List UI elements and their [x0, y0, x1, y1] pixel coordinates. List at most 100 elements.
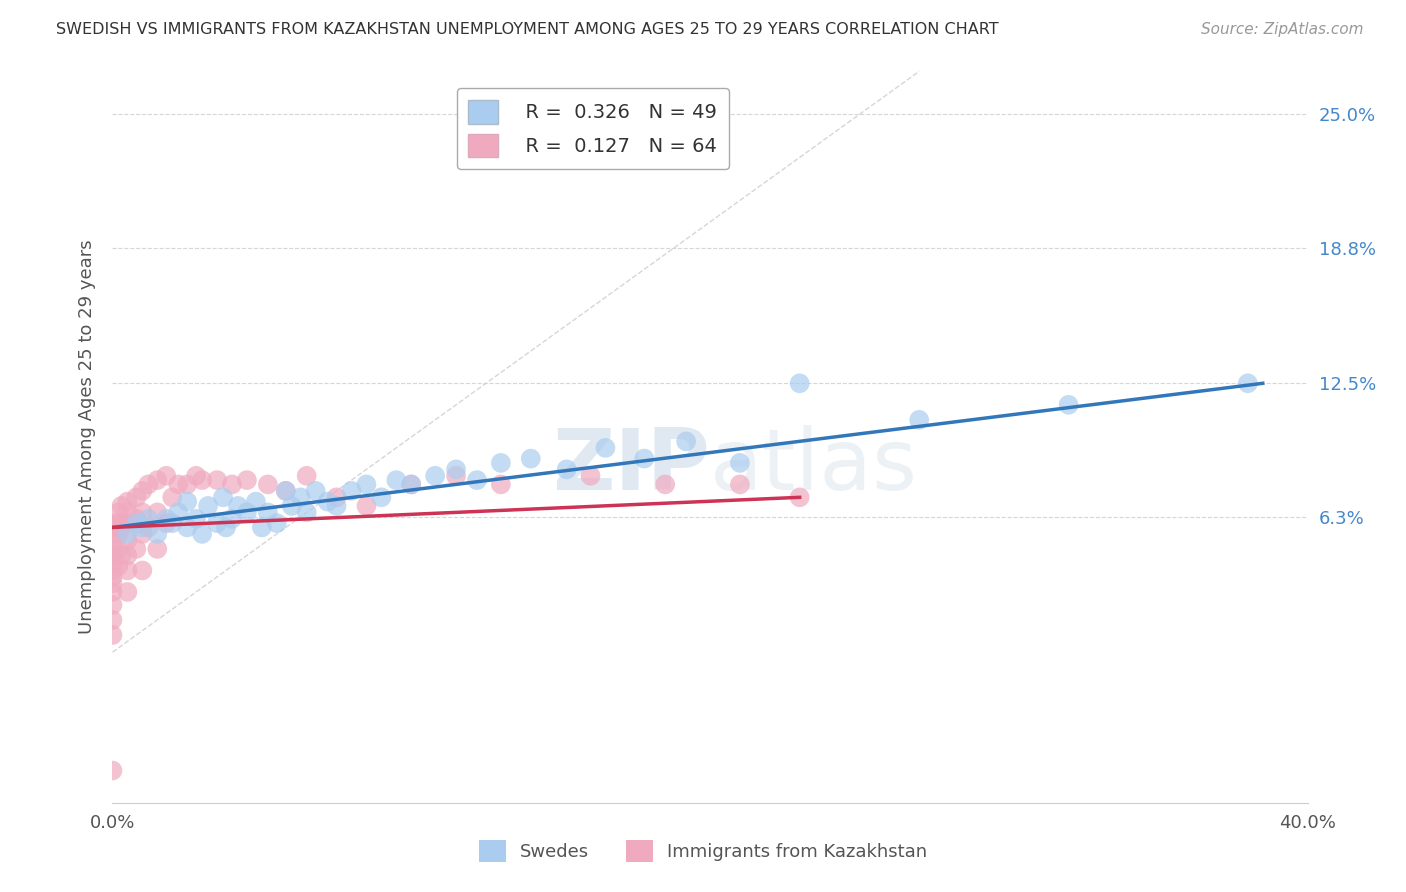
Point — [1237, 376, 1260, 391]
Point — [257, 505, 280, 519]
Point — [101, 555, 124, 569]
Point — [146, 541, 169, 556]
Point — [250, 520, 273, 534]
Point — [101, 570, 124, 584]
Point — [205, 473, 228, 487]
Point — [295, 468, 318, 483]
Point — [281, 499, 304, 513]
Point — [186, 512, 208, 526]
Text: SWEDISH VS IMMIGRANTS FROM KAZAKHSTAN UNEMPLOYMENT AMONG AGES 25 TO 29 YEARS COR: SWEDISH VS IMMIGRANTS FROM KAZAKHSTAN UN… — [56, 22, 998, 37]
Point — [146, 505, 169, 519]
Point — [107, 559, 129, 574]
Point — [236, 473, 259, 487]
Point — [444, 468, 467, 483]
Point — [789, 376, 811, 391]
Point — [101, 516, 124, 530]
Point — [131, 520, 153, 534]
Point — [131, 505, 153, 519]
Point — [226, 499, 249, 513]
Point — [117, 494, 139, 508]
Point — [176, 477, 198, 491]
Point — [191, 473, 214, 487]
Point — [117, 505, 139, 519]
Point — [101, 576, 124, 591]
Text: Source: ZipAtlas.com: Source: ZipAtlas.com — [1201, 22, 1364, 37]
Point — [675, 434, 697, 449]
Point — [101, 527, 124, 541]
Point — [131, 483, 153, 498]
Point — [221, 477, 243, 491]
Point — [117, 585, 139, 599]
Point — [325, 499, 347, 513]
Point — [110, 499, 132, 513]
Point — [401, 477, 423, 491]
Point — [131, 527, 153, 541]
Point — [274, 483, 297, 498]
Point — [555, 462, 578, 476]
Point — [107, 516, 129, 530]
Point — [489, 456, 512, 470]
Point — [117, 527, 139, 541]
Point — [215, 520, 238, 534]
Point — [290, 491, 312, 505]
Point — [146, 527, 169, 541]
Point — [138, 512, 160, 526]
Text: atlas: atlas — [710, 425, 918, 508]
Point — [167, 505, 190, 519]
Point — [356, 499, 378, 513]
Point — [579, 468, 602, 483]
Point — [107, 505, 129, 519]
Point — [146, 473, 169, 487]
Point — [176, 494, 198, 508]
Point — [305, 483, 328, 498]
Point — [155, 512, 177, 526]
Point — [212, 491, 235, 505]
Point — [101, 613, 124, 627]
Point — [257, 477, 280, 491]
Point — [138, 520, 160, 534]
Point — [101, 541, 124, 556]
Point — [728, 477, 751, 491]
Legend: Swedes, Immigrants from Kazakhstan: Swedes, Immigrants from Kazakhstan — [471, 833, 935, 870]
Point — [295, 505, 318, 519]
Point — [197, 499, 219, 513]
Point — [274, 483, 297, 498]
Point — [125, 516, 148, 530]
Point — [125, 512, 148, 526]
Point — [236, 505, 259, 519]
Point — [125, 541, 148, 556]
Point — [325, 491, 347, 505]
Point — [117, 516, 139, 530]
Point — [316, 494, 339, 508]
Point — [1057, 398, 1080, 412]
Point — [155, 468, 177, 483]
Point — [595, 441, 617, 455]
Point — [654, 477, 676, 491]
Point — [186, 468, 208, 483]
Point — [117, 564, 139, 578]
Point — [125, 491, 148, 505]
Point — [101, 764, 124, 778]
Point — [162, 516, 183, 530]
Point — [221, 512, 243, 526]
Point — [444, 462, 467, 476]
Point — [356, 477, 378, 491]
Point — [107, 527, 129, 541]
Point — [101, 564, 124, 578]
Point — [489, 477, 512, 491]
Point — [155, 516, 177, 530]
Point — [728, 456, 751, 470]
Point — [191, 527, 214, 541]
Point — [138, 477, 160, 491]
Point — [385, 473, 408, 487]
Point — [110, 549, 132, 563]
Point — [101, 585, 124, 599]
Point — [162, 491, 183, 505]
Point — [633, 451, 655, 466]
Point — [176, 520, 198, 534]
Point — [167, 477, 190, 491]
Point — [520, 451, 543, 466]
Point — [110, 520, 132, 534]
Text: ZIP: ZIP — [553, 425, 710, 508]
Y-axis label: Unemployment Among Ages 25 to 29 years: Unemployment Among Ages 25 to 29 years — [77, 240, 96, 634]
